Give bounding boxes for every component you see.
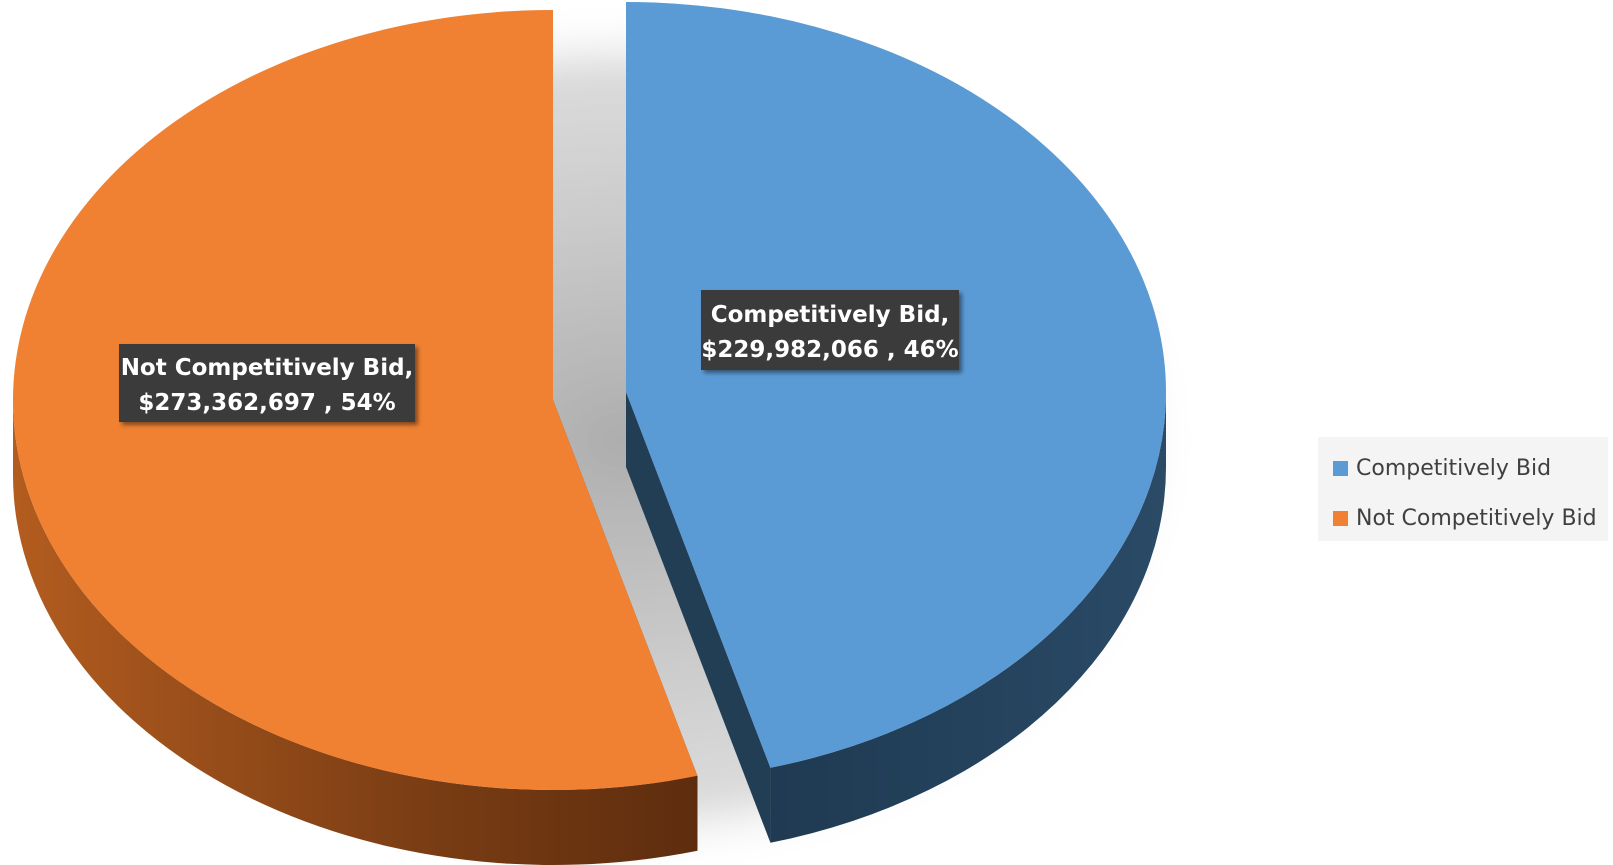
data-label-box-not-competitively-bid [119,344,415,422]
data-label-value-not-competitively-bid: $273,362,697 , 54% [138,390,395,416]
legend-label-competitively-bid: Competitively Bid [1356,455,1552,481]
pie-slice-competitively-bid [626,2,1166,843]
pie-slice-side-competitively-bid [770,392,1166,843]
data-label-not-competitively-bid: Not Competitively Bid, $273,362,697 , 54% [119,344,415,422]
data-label-name-not-competitively-bid: Not Competitively Bid, [121,355,414,381]
data-label-box-competitively-bid [701,290,959,370]
data-label-name-competitively-bid: Competitively Bid, [711,302,950,328]
data-label-competitively-bid: Competitively Bid, $229,982,066 , 46% [701,290,959,370]
chart-legend: Competitively Bid Not Competitively Bid [1318,437,1608,541]
pie-slice-top-competitively-bid [626,2,1166,768]
legend-swatch-not-competitively-bid [1333,510,1348,526]
data-label-value-competitively-bid: $229,982,066 , 46% [701,337,958,363]
pie-slice-side-not-competitively-bid [13,400,698,865]
legend-item-competitively-bid: Competitively Bid [1333,448,1608,488]
pie-slice-face-competitively-bid [626,392,771,843]
legend-label-not-competitively-bid: Not Competitively Bid [1356,505,1597,531]
legend-item-not-competitively-bid: Not Competitively Bid [1333,498,1608,538]
legend-swatch-competitively-bid [1333,460,1348,476]
